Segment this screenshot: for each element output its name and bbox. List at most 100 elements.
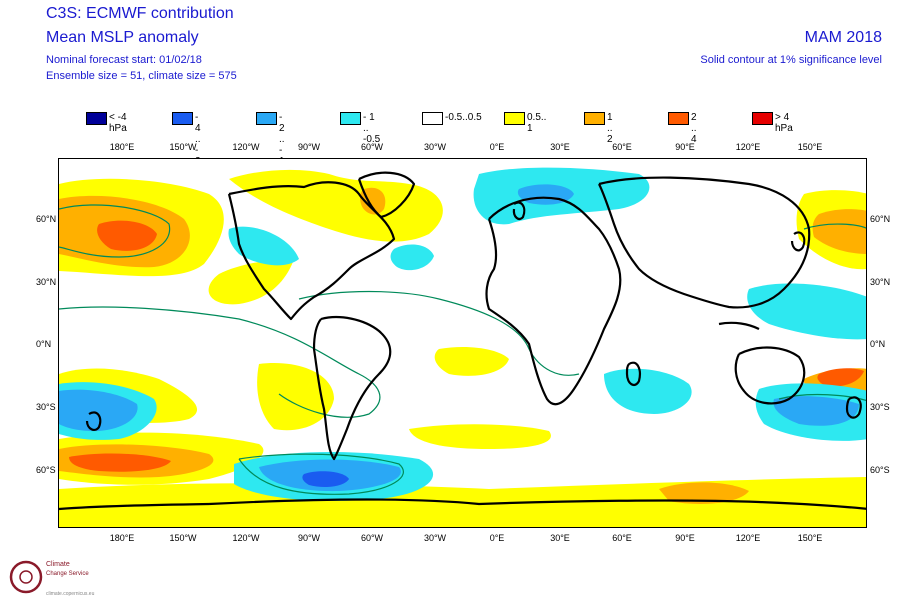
x-tick-label: 30°E — [550, 533, 570, 543]
x-tick-label: 90°W — [297, 142, 321, 152]
logo-line-3: climate.copernicus.eu — [46, 591, 95, 597]
anomaly-map — [58, 158, 867, 528]
x-tick-label: 0°E — [489, 142, 505, 152]
contour-so — [238, 453, 404, 495]
legend-swatch — [584, 112, 605, 125]
y-tick-label: 30°N — [870, 277, 891, 287]
y-tick-label: 30°S — [870, 402, 890, 412]
contour-npac-east — [803, 223, 866, 230]
y-tick-label: 30°S — [36, 402, 56, 412]
legend-label: 2 .. 4 — [691, 112, 697, 145]
greenland-orange — [360, 187, 386, 215]
y-tick-label: 60°N — [36, 214, 57, 224]
x-tick-label: 90°E — [675, 142, 695, 152]
north-pacific-orange-east — [812, 209, 866, 254]
coast-south-america — [312, 315, 392, 461]
legend-label: 1 .. 2 — [607, 112, 613, 145]
season-label: MAM 2018 — [804, 29, 882, 46]
forecast-start: Nominal forecast start: 01/02/18 — [46, 54, 202, 66]
antarctic-orange-1 — [659, 482, 749, 504]
x-tick-label: 180°E — [109, 533, 135, 543]
indian-ocean-cyan — [604, 368, 692, 414]
east-pacific-yellow — [208, 259, 294, 305]
legend-label: > 4 hPa — [775, 112, 793, 134]
legend-swatch — [256, 112, 277, 125]
x-tick-label: 120°E — [735, 142, 761, 152]
logo-emblem-icon — [9, 560, 43, 594]
logo-line-1: Climate — [46, 561, 70, 568]
coastlines — [59, 171, 866, 511]
x-tick-label: 180°E — [109, 142, 135, 152]
south-atlantic-yellow — [409, 424, 551, 449]
south-pacific-blue-east — [773, 396, 859, 426]
coast-greenland — [357, 171, 416, 219]
coast-antarctica-west — [59, 502, 210, 511]
x-tick-label: 0°E — [489, 533, 505, 543]
x-tick-label: 60°E — [612, 142, 632, 152]
legend-label: -0.5..0.5 — [445, 112, 482, 123]
coast-europe-africa — [485, 196, 622, 406]
west-pacific-cyan — [747, 283, 866, 340]
chart-title: C3S: ECMWF contribution — [46, 5, 234, 22]
x-tick-label: 60°E — [612, 533, 632, 543]
x-tick-label: 30°W — [423, 533, 447, 543]
contour-tasman — [778, 393, 866, 402]
x-tick-label: 120°W — [232, 533, 260, 543]
x-tick-label: 150°E — [797, 142, 823, 152]
legend-swatch — [504, 112, 525, 125]
x-tick-label: 30°E — [550, 142, 570, 152]
y-tick-label: 60°S — [36, 465, 56, 475]
south-pacific-blue-west — [59, 389, 138, 432]
contour-npac — [59, 204, 171, 258]
significance-note: Solid contour at 1% significance level — [700, 54, 882, 66]
legend-swatch — [752, 112, 773, 125]
legend-swatch — [340, 112, 361, 125]
coast-asia — [598, 176, 811, 309]
x-tick-label: 30°W — [423, 142, 447, 152]
equatorial-atlantic-yellow — [434, 347, 509, 376]
north-pacific-red-west — [97, 220, 157, 251]
legend-swatch — [172, 112, 193, 125]
x-tick-label: 150°E — [797, 533, 823, 543]
southern-ocean-red — [69, 453, 171, 472]
coast-new-zealand-west — [85, 411, 102, 431]
south-pacific-yellow-2 — [257, 363, 334, 431]
legend-swatch — [668, 112, 689, 125]
tasman-red — [817, 368, 864, 387]
y-tick-label: 0°N — [870, 339, 886, 349]
significance-contours — [59, 204, 866, 495]
coast-indonesia — [718, 321, 760, 330]
x-tick-label: 60°W — [360, 142, 384, 152]
y-tick-label: 30°N — [36, 277, 57, 287]
north-america-yellow — [229, 169, 443, 242]
contour-pac — [59, 306, 381, 418]
x-tick-label: 120°W — [232, 142, 260, 152]
legend-label: - 1 .. -0.5 — [363, 112, 381, 145]
x-tick-label: 90°W — [297, 533, 321, 543]
y-tick-label: 60°S — [870, 465, 890, 475]
coast-antarctica — [208, 498, 866, 510]
atlantic-cyan-small — [390, 244, 434, 271]
y-tick-label: 0°N — [36, 339, 52, 349]
logo-line-2: Change Service — [46, 571, 89, 577]
coast-madagascar — [625, 361, 641, 387]
copernicus-logo: Climate Change Service climate.copernicu… — [8, 557, 94, 602]
coast-uk — [512, 201, 526, 221]
legend-label: 0.5.. 1 — [527, 112, 547, 134]
chart-subtitle: Mean MSLP anomaly — [46, 29, 199, 46]
coast-north-america — [227, 181, 396, 321]
southern-ocean-strong-blue — [302, 471, 349, 487]
x-tick-label: 60°W — [360, 533, 384, 543]
coast-australia — [734, 346, 806, 405]
coast-japan — [790, 231, 806, 252]
x-tick-label: 150°W — [169, 142, 197, 152]
x-tick-label: 150°W — [169, 533, 197, 543]
ensemble-size: Ensemble size = 51, climate size = 575 — [46, 70, 237, 82]
legend-swatch — [422, 112, 443, 125]
legend-swatch — [86, 112, 107, 125]
contour-atl — [298, 290, 530, 350]
y-tick-label: 60°N — [870, 214, 891, 224]
coast-new-zealand — [845, 396, 862, 419]
legend-label: < -4 hPa — [109, 112, 127, 134]
map-svg — [59, 159, 866, 527]
